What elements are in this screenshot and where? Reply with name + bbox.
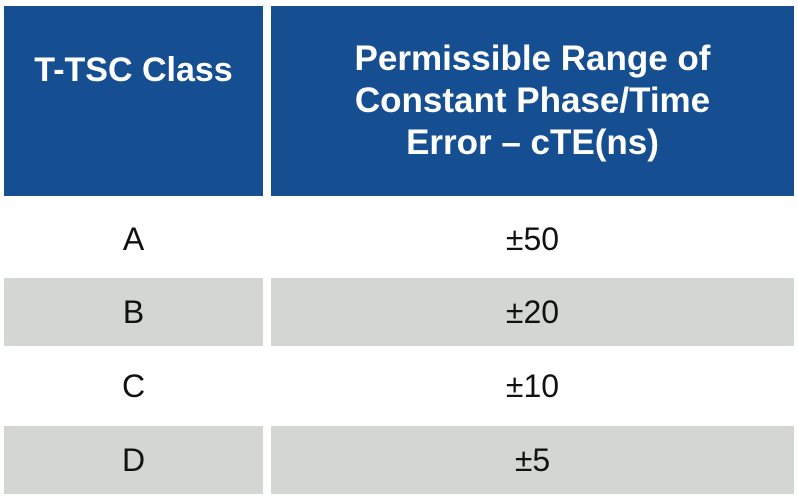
class-cell: C [4, 352, 263, 420]
range-cell: ±20 [271, 278, 794, 346]
header-ttsc-class: T-TSC Class [4, 6, 263, 196]
range-cell: ±10 [271, 352, 794, 420]
range-cell: ±50 [271, 205, 794, 273]
table-row: A ±50 [4, 205, 794, 273]
table-header: T-TSC Class Permissible Range of Constan… [4, 6, 794, 196]
class-cell: B [4, 278, 263, 346]
table-row: D ±5 [4, 426, 794, 494]
table-row: B ±20 [4, 278, 794, 346]
table-row: C ±10 [4, 352, 794, 420]
class-cell: A [4, 205, 263, 273]
class-cell: D [4, 426, 263, 494]
header-permissible-range: Permissible Range of Constant Phase/Time… [271, 6, 794, 196]
range-cell: ±5 [271, 426, 794, 494]
